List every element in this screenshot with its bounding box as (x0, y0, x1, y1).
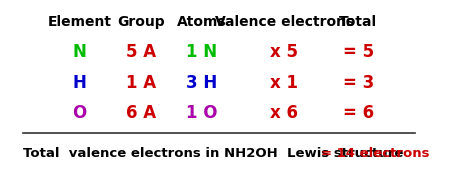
Text: = 5: = 5 (343, 43, 374, 61)
Text: = 6: = 6 (343, 104, 374, 122)
Text: x 1: x 1 (270, 74, 298, 92)
Text: Total  valence electrons in NH2OH  Lewis structure: Total valence electrons in NH2OH Lewis s… (23, 147, 408, 160)
Text: 5 A: 5 A (126, 43, 156, 61)
Text: H: H (73, 74, 87, 92)
Text: Atoms: Atoms (177, 15, 227, 29)
Text: 1 A: 1 A (126, 74, 156, 92)
Text: = 14 electrons: = 14 electrons (321, 147, 430, 160)
Text: 3 H: 3 H (186, 74, 217, 92)
Text: = 3: = 3 (343, 74, 374, 92)
Text: x 5: x 5 (270, 43, 298, 61)
Text: 6 A: 6 A (126, 104, 156, 122)
Text: O: O (73, 104, 87, 122)
Text: 1 N: 1 N (186, 43, 217, 61)
Text: N: N (73, 43, 87, 61)
Text: Valence electrons: Valence electrons (215, 15, 354, 29)
Text: Group: Group (117, 15, 164, 29)
Text: Total: Total (339, 15, 377, 29)
Text: x 6: x 6 (270, 104, 298, 122)
Text: 1 O: 1 O (186, 104, 218, 122)
Text: Element: Element (48, 15, 112, 29)
